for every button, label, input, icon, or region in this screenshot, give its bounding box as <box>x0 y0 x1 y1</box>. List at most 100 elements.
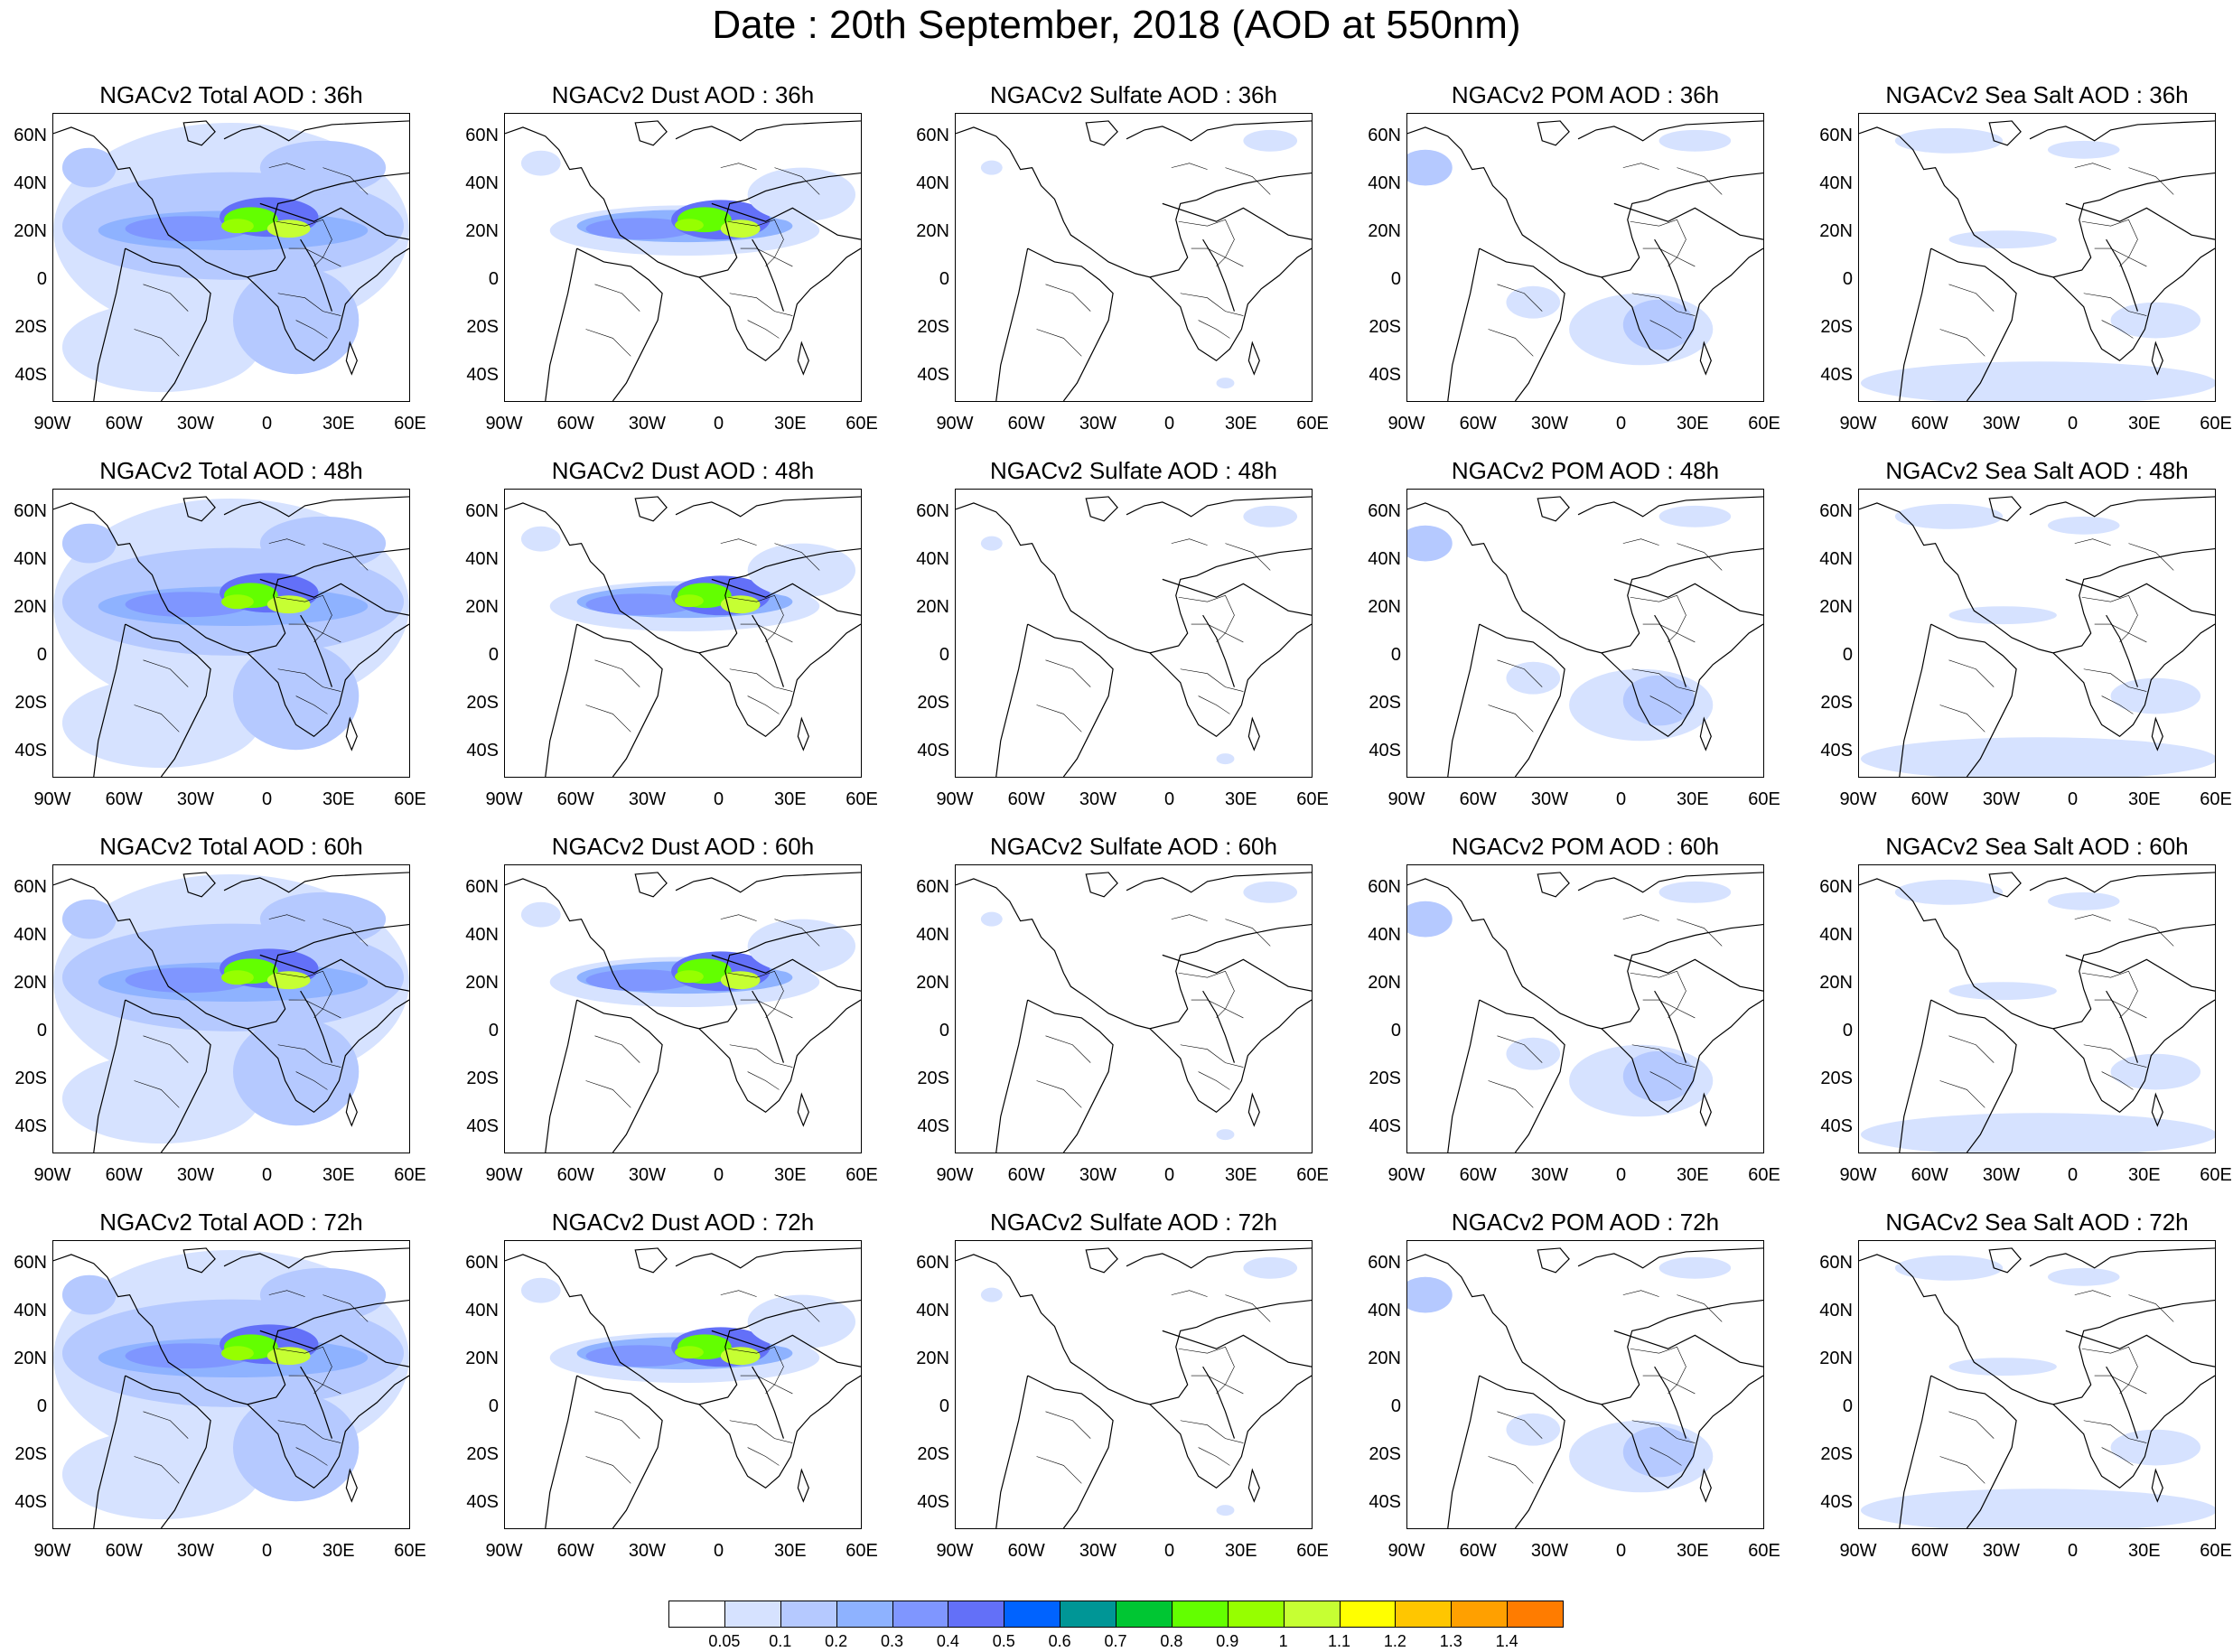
lon-tick-label: 30E <box>1225 789 1257 809</box>
coastline <box>125 247 211 401</box>
country-border <box>740 247 793 267</box>
lat-tick-label: 40N <box>916 173 949 193</box>
coastline <box>259 202 409 240</box>
lat-tick-label: 20S <box>466 693 499 713</box>
lon-tick-label: 60W <box>556 1541 594 1561</box>
aod-region <box>1216 378 1235 389</box>
lat-tick-label: 20S <box>1369 1069 1401 1088</box>
coastline <box>1577 872 1763 893</box>
lat-tick-label: 40S <box>466 1116 499 1136</box>
aod-region <box>747 167 856 222</box>
country-border <box>729 1044 793 1068</box>
country-border <box>2101 1071 2134 1090</box>
country-border <box>1036 705 1082 733</box>
coastline <box>2029 496 2215 518</box>
coastline <box>752 238 785 312</box>
coastline <box>1601 1375 1763 1489</box>
figure-title: Date : 20th September, 2018 (AOD at 550n… <box>712 3 1521 47</box>
coastline <box>634 496 668 522</box>
lon-tick-label: 30E <box>1677 1165 1709 1185</box>
country-border <box>729 1420 793 1443</box>
lon-tick-label: 90W <box>1387 1541 1425 1561</box>
country-border <box>295 1071 328 1090</box>
coastline <box>1601 623 1763 738</box>
lon-tick-label: 90W <box>1387 414 1425 434</box>
panel-title: NGACv2 Dust AOD : 60h <box>551 833 815 860</box>
aod-region <box>125 1343 251 1369</box>
aod-region <box>675 970 704 984</box>
lon-tick-label: 60W <box>1459 414 1497 434</box>
coastline <box>1407 878 1763 1030</box>
lon-tick-label: 60E <box>2200 789 2232 809</box>
coastline <box>1930 1375 2017 1528</box>
map-panel: NGACv2 Total AOD : 72h 60N 40N 20N 0 20S 40S 90… <box>14 1209 426 1570</box>
country-border <box>2074 538 2111 546</box>
country-border <box>585 705 631 733</box>
country-border <box>1488 1080 1534 1108</box>
country-border <box>276 1346 332 1395</box>
aod-region <box>221 1346 254 1361</box>
aod-region <box>1894 879 2004 905</box>
country-border <box>774 543 820 571</box>
coastline <box>1447 999 1481 1153</box>
coastline <box>1988 1247 2022 1274</box>
country-border <box>774 919 820 947</box>
lat-tick-label: 20S <box>466 317 499 337</box>
country-border <box>729 668 793 692</box>
country-border <box>729 293 793 316</box>
lat-tick-label: 20S <box>14 1069 47 1088</box>
aod-region <box>1243 129 1298 152</box>
coastline <box>300 238 333 312</box>
coastline <box>1162 1330 1312 1367</box>
country-border <box>1677 167 1723 195</box>
aod-region <box>675 1346 704 1359</box>
lat-tick-label: 20N <box>1819 221 1853 241</box>
country-border <box>1622 538 1659 546</box>
panel-title: NGACv2 Total AOD : 36h <box>99 81 363 108</box>
lat-tick-label: 40N <box>1368 549 1401 569</box>
lat-tick-label: 40S <box>917 1492 949 1512</box>
coastline <box>2106 990 2139 1063</box>
coastline <box>247 999 409 1114</box>
colorbar-label: 0.1 <box>769 1632 792 1650</box>
country-border <box>1225 543 1271 571</box>
lat-tick-label: 20S <box>466 1069 499 1088</box>
coastline <box>1247 1468 1260 1503</box>
lon-tick-label: 60E <box>394 414 426 434</box>
aod-region <box>125 216 251 242</box>
country-border <box>2094 999 2147 1019</box>
coastline <box>698 1375 861 1489</box>
coastline <box>182 496 216 522</box>
total-aod-map <box>52 1240 410 1529</box>
country-border <box>1642 623 1696 643</box>
lat-tick-label: 60N <box>1368 1253 1401 1273</box>
country-border <box>1677 1294 1723 1322</box>
coastline <box>300 614 333 687</box>
country-border <box>322 919 369 947</box>
colorbar-swatch <box>836 1601 893 1628</box>
lon-tick-label: 60W <box>1007 1541 1045 1561</box>
lat-tick-label: 40N <box>916 1301 949 1321</box>
aod-region <box>2110 677 2201 714</box>
lat-tick-label: 20N <box>1368 973 1401 993</box>
lat-tick-label: 40S <box>1369 1492 1401 1512</box>
lat-tick-label: 60N <box>1368 126 1401 145</box>
aod-region <box>720 595 761 614</box>
panel-title: NGACv2 POM AOD : 72h <box>1451 1209 1720 1236</box>
coastline <box>545 1375 578 1528</box>
lon-tick-label: 90W <box>1839 414 1877 434</box>
coastline <box>995 623 1029 777</box>
country-border <box>1948 1411 1995 1439</box>
lat-tick-label: 40S <box>466 741 499 761</box>
coastline <box>1407 1254 1763 1405</box>
aod-region <box>1948 1358 2057 1377</box>
country-border <box>2083 1420 2147 1443</box>
coastline <box>505 1254 861 1405</box>
country-border <box>1198 1447 1230 1466</box>
map-panel: NGACv2 Sea Salt AOD : 48h 60N 40N 20N 0 20S 40… <box>1819 457 2232 818</box>
country-border <box>747 1447 780 1466</box>
aod-region <box>720 219 761 238</box>
country-border <box>1191 623 1244 643</box>
aod-region <box>1894 503 2004 529</box>
country-border <box>1939 329 1985 357</box>
